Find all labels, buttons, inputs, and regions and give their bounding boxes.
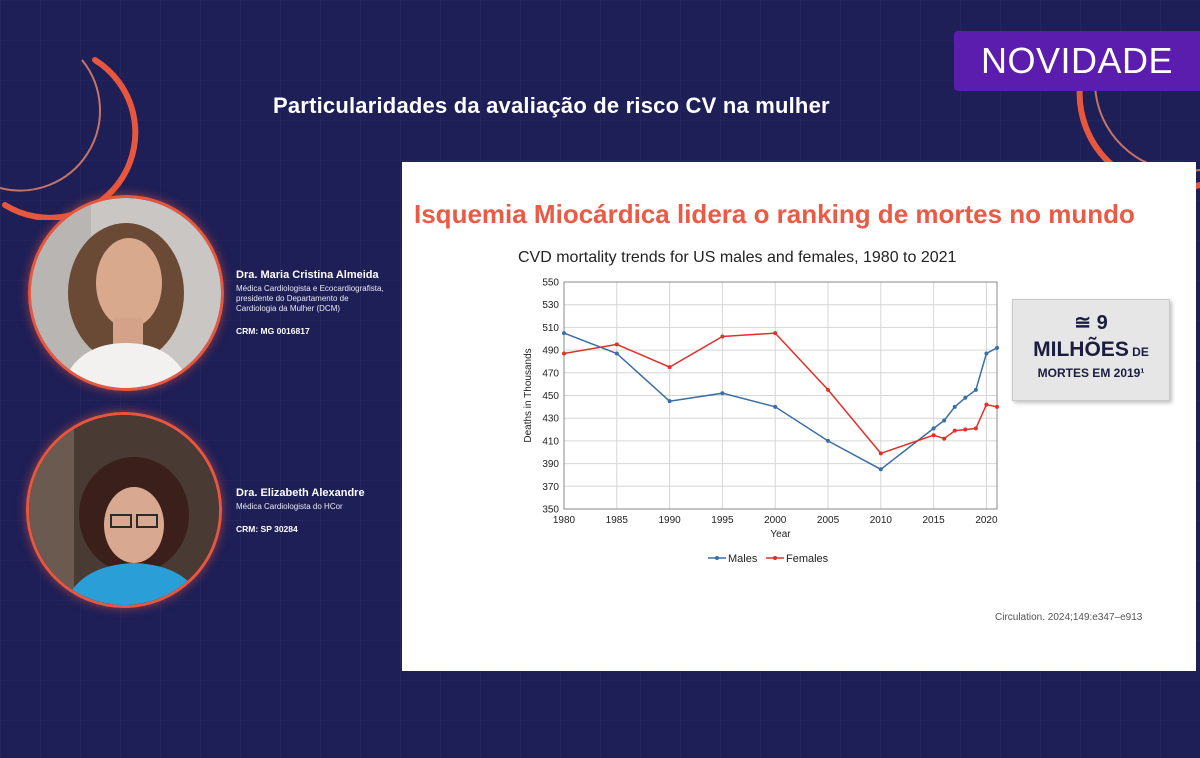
y-tick-label: 370 <box>542 482 559 493</box>
deaths-callout-box: ≅ 9 MILHÕES DE MORTES EM 2019¹ <box>1012 299 1170 401</box>
chart-title: CVD mortality trends for US males and fe… <box>518 249 957 266</box>
callout-main: MILHÕES <box>1033 338 1129 361</box>
data-point-males <box>773 404 778 409</box>
speaker-portrait-elizabeth <box>29 415 219 605</box>
callout-line2: MILHÕES DE <box>1013 338 1169 362</box>
y-tick-label: 410 <box>542 436 559 447</box>
presentation-slide: Isquemia Miocárdica lidera o ranking de … <box>402 162 1196 671</box>
data-point-males <box>878 467 883 472</box>
x-tick-label: 1980 <box>553 515 576 526</box>
speaker-info-elizabeth: Dra. Elizabeth Alexandre Médica Cardiolo… <box>236 487 396 534</box>
data-point-females <box>614 342 619 347</box>
data-point-females <box>562 351 566 356</box>
legend-marker <box>715 556 719 560</box>
data-point-males <box>562 331 566 336</box>
data-point-females <box>931 433 936 438</box>
data-point-males <box>973 387 978 392</box>
data-point-females <box>963 427 968 432</box>
data-point-males <box>720 391 725 396</box>
data-point-females <box>878 451 883 456</box>
x-tick-label: 1990 <box>658 515 681 526</box>
callout-line3: MORTES EM 2019¹ <box>1037 366 1145 380</box>
y-tick-label: 390 <box>542 459 559 470</box>
y-tick-label: 550 <box>542 278 559 289</box>
legend-marker <box>773 556 777 560</box>
speaker-description: Médica Cardiologista do HCor <box>236 502 343 511</box>
data-point-males <box>931 426 936 431</box>
x-tick-label: 1995 <box>711 515 734 526</box>
y-tick-label: 470 <box>542 368 559 379</box>
mortality-line-chart: 350 370 390 410 430 450 470 490 510 530 550 1980 198… <box>523 278 999 565</box>
speaker-video-maria <box>28 195 224 391</box>
x-axis-label: Year <box>770 529 791 540</box>
data-point-females <box>984 402 989 407</box>
y-tick-label: 490 <box>542 346 559 357</box>
speaker-crm: CRM: MG 0016817 <box>236 326 310 336</box>
data-point-females <box>826 387 831 392</box>
data-point-females <box>667 365 672 370</box>
data-point-males <box>942 418 947 423</box>
data-point-females <box>942 436 947 441</box>
speaker-video-elizabeth <box>26 412 222 608</box>
data-point-females <box>773 331 778 336</box>
x-tick-label: 2000 <box>764 515 787 526</box>
novidade-badge: NOVIDADE <box>954 31 1200 91</box>
x-tick-label: 2020 <box>975 515 998 526</box>
legend-label: Females <box>786 553 829 565</box>
x-tick-label: 2010 <box>870 515 893 526</box>
data-point-males <box>952 404 957 409</box>
plot-border <box>563 281 998 510</box>
legend-label: Males <box>728 553 758 565</box>
speaker-name: Dra. Elizabeth Alexandre <box>236 487 365 499</box>
decorative-arc-left <box>0 57 139 220</box>
data-point-females <box>720 334 725 339</box>
data-point-males <box>826 438 831 443</box>
x-tick-label: 1985 <box>606 515 629 526</box>
y-axis-label: Deaths in Thousands <box>523 348 534 442</box>
speaker-name: Dra. Maria Cristina Almeida <box>236 269 379 281</box>
data-point-males <box>963 395 968 400</box>
speaker-crm: CRM: SP 30284 <box>236 524 298 534</box>
data-point-males <box>995 345 999 350</box>
y-tick-label: 350 <box>542 505 559 516</box>
data-point-females <box>995 404 999 409</box>
y-tick-label: 430 <box>542 414 559 425</box>
slide-title: Isquemia Miocárdica lidera o ranking de … <box>414 199 1135 229</box>
series-line-males <box>563 332 998 471</box>
callout-suffix: DE <box>1128 345 1149 359</box>
citation: Circulation. 2024;149:e347–e913 <box>995 612 1143 623</box>
data-point-females <box>952 428 957 433</box>
speaker-portrait-maria <box>31 198 221 388</box>
speaker-description: Médica Cardiologista e Ecocardiografista… <box>236 284 384 313</box>
data-point-males <box>984 351 989 356</box>
speaker-info-maria: Dra. Maria Cristina Almeida Médica Cardi… <box>236 269 391 336</box>
data-point-males <box>614 351 619 356</box>
y-tick-label: 510 <box>542 323 559 334</box>
x-tick-label: 2005 <box>817 515 840 526</box>
y-tick-label: 530 <box>542 300 559 311</box>
y-tick-label: 450 <box>542 391 559 402</box>
x-tick-label: 2015 <box>923 515 946 526</box>
callout-line1: ≅ 9 <box>1074 312 1108 334</box>
page-title: Particularidades da avaliação de risco C… <box>273 93 830 118</box>
data-point-females <box>973 426 978 431</box>
data-point-males <box>667 399 672 404</box>
